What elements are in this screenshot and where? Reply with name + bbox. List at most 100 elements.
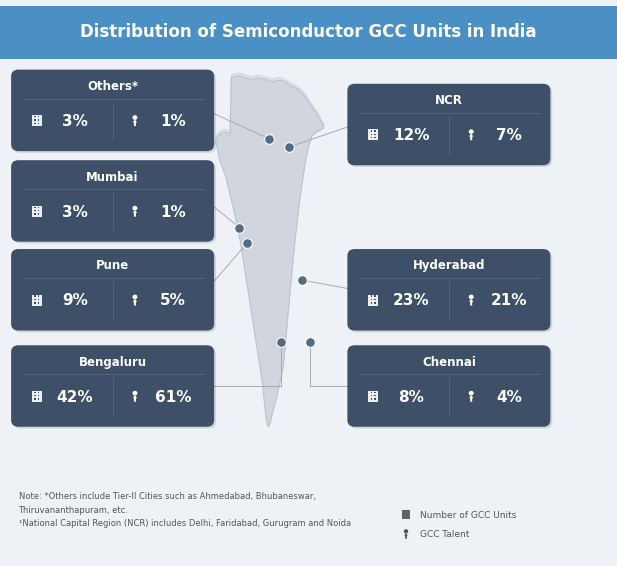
Text: 12%: 12% <box>393 128 429 143</box>
FancyBboxPatch shape <box>38 116 39 117</box>
Polygon shape <box>133 119 137 126</box>
FancyBboxPatch shape <box>35 207 36 208</box>
FancyBboxPatch shape <box>35 392 36 393</box>
FancyBboxPatch shape <box>371 392 372 393</box>
FancyBboxPatch shape <box>374 392 376 393</box>
Text: 21%: 21% <box>491 294 528 308</box>
Text: Mumbai: Mumbai <box>86 170 139 183</box>
Polygon shape <box>216 73 324 424</box>
FancyBboxPatch shape <box>35 302 36 304</box>
FancyBboxPatch shape <box>404 516 405 517</box>
FancyBboxPatch shape <box>13 71 216 153</box>
FancyBboxPatch shape <box>11 249 214 331</box>
FancyBboxPatch shape <box>38 295 39 297</box>
Text: 4%: 4% <box>496 390 522 405</box>
FancyBboxPatch shape <box>32 115 42 126</box>
FancyBboxPatch shape <box>13 162 216 243</box>
Text: Hyderabad: Hyderabad <box>413 259 485 272</box>
FancyBboxPatch shape <box>0 6 617 59</box>
FancyBboxPatch shape <box>35 123 36 125</box>
FancyBboxPatch shape <box>402 509 410 519</box>
Text: 5%: 5% <box>160 294 186 308</box>
Text: 8%: 8% <box>399 390 424 405</box>
FancyBboxPatch shape <box>371 299 372 301</box>
FancyBboxPatch shape <box>374 295 376 297</box>
FancyBboxPatch shape <box>38 395 39 397</box>
FancyBboxPatch shape <box>349 251 552 332</box>
Text: 1%: 1% <box>160 205 186 220</box>
FancyBboxPatch shape <box>35 116 36 117</box>
FancyBboxPatch shape <box>407 510 408 512</box>
FancyBboxPatch shape <box>32 295 42 306</box>
Text: 7%: 7% <box>496 128 522 143</box>
Circle shape <box>470 295 473 298</box>
Text: 1%: 1% <box>160 114 186 129</box>
FancyBboxPatch shape <box>347 345 550 427</box>
FancyBboxPatch shape <box>368 295 378 306</box>
FancyBboxPatch shape <box>35 398 36 400</box>
Circle shape <box>133 392 137 395</box>
Text: Others*: Others* <box>87 80 138 93</box>
FancyBboxPatch shape <box>38 213 39 215</box>
FancyBboxPatch shape <box>38 398 39 400</box>
Polygon shape <box>404 533 408 539</box>
FancyBboxPatch shape <box>35 119 36 121</box>
Text: Number of GCC Units: Number of GCC Units <box>420 511 516 520</box>
Text: Pune: Pune <box>96 259 129 272</box>
FancyBboxPatch shape <box>11 345 214 427</box>
Polygon shape <box>469 395 473 402</box>
FancyBboxPatch shape <box>407 516 408 517</box>
Text: Chennai: Chennai <box>422 355 476 368</box>
Circle shape <box>133 116 137 119</box>
FancyBboxPatch shape <box>374 137 376 139</box>
Polygon shape <box>469 134 473 140</box>
FancyBboxPatch shape <box>371 395 372 397</box>
Circle shape <box>404 530 408 533</box>
Text: 3%: 3% <box>62 205 88 220</box>
FancyBboxPatch shape <box>371 398 372 400</box>
FancyBboxPatch shape <box>347 84 550 165</box>
FancyBboxPatch shape <box>38 302 39 304</box>
Text: Bengaluru: Bengaluru <box>78 355 147 368</box>
FancyBboxPatch shape <box>35 213 36 215</box>
FancyBboxPatch shape <box>11 160 214 242</box>
Polygon shape <box>133 299 137 306</box>
FancyBboxPatch shape <box>13 347 216 428</box>
Text: Note: *Others include Tier-II Cities such as Ahmedabad, Bhubaneswar,
Thiruvanant: Note: *Others include Tier-II Cities suc… <box>19 492 350 528</box>
Circle shape <box>133 207 137 209</box>
Text: NCR: NCR <box>435 94 463 107</box>
Polygon shape <box>469 299 473 306</box>
FancyBboxPatch shape <box>349 85 552 167</box>
FancyBboxPatch shape <box>38 207 39 208</box>
Text: 3%: 3% <box>62 114 88 129</box>
Text: 42%: 42% <box>57 390 93 405</box>
Polygon shape <box>216 76 324 427</box>
Text: 9%: 9% <box>62 294 88 308</box>
FancyBboxPatch shape <box>38 119 39 121</box>
FancyBboxPatch shape <box>38 210 39 212</box>
FancyBboxPatch shape <box>371 130 372 131</box>
Text: 23%: 23% <box>393 294 429 308</box>
Circle shape <box>133 295 137 298</box>
FancyBboxPatch shape <box>374 130 376 131</box>
FancyBboxPatch shape <box>407 513 408 514</box>
FancyBboxPatch shape <box>38 299 39 301</box>
FancyBboxPatch shape <box>404 513 405 514</box>
FancyBboxPatch shape <box>371 302 372 304</box>
FancyBboxPatch shape <box>404 510 405 512</box>
FancyBboxPatch shape <box>35 299 36 301</box>
FancyBboxPatch shape <box>374 302 376 304</box>
FancyBboxPatch shape <box>32 391 42 402</box>
Text: 61%: 61% <box>155 390 191 405</box>
Circle shape <box>470 392 473 395</box>
FancyBboxPatch shape <box>35 395 36 397</box>
Polygon shape <box>133 395 137 402</box>
Circle shape <box>470 130 473 133</box>
FancyBboxPatch shape <box>374 134 376 135</box>
FancyBboxPatch shape <box>374 299 376 301</box>
Polygon shape <box>133 210 137 217</box>
FancyBboxPatch shape <box>35 295 36 297</box>
FancyBboxPatch shape <box>368 391 378 402</box>
FancyBboxPatch shape <box>11 70 214 151</box>
FancyBboxPatch shape <box>347 249 550 331</box>
